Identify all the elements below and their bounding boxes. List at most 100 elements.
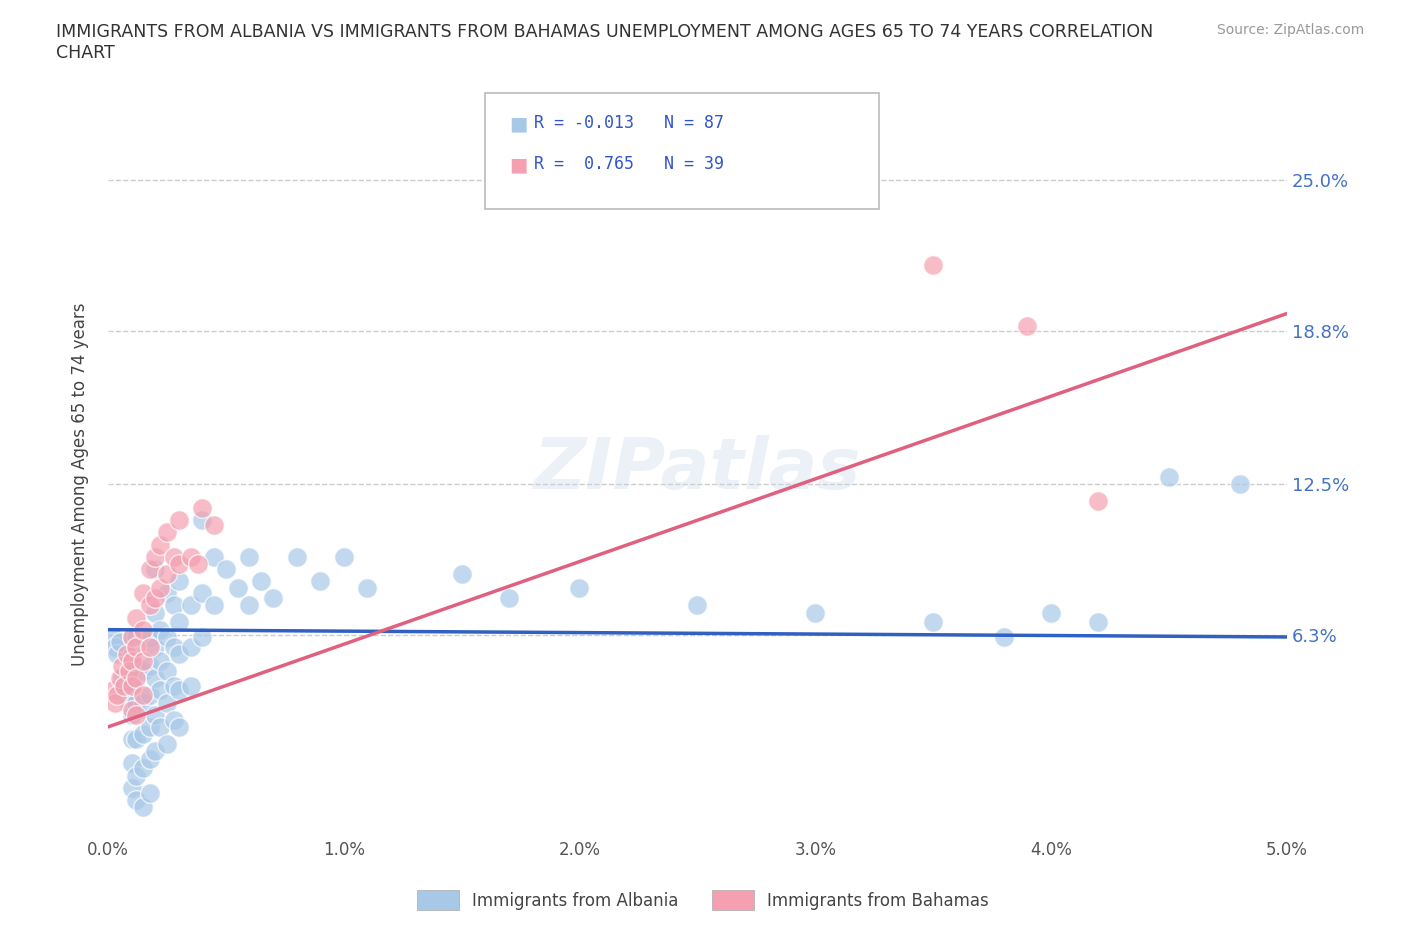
Point [285, 550, 308, 565]
Point [332, 550, 354, 565]
Point [568, 581, 591, 596]
Point [167, 683, 190, 698]
Point [156, 586, 179, 601]
Point [993, 630, 1015, 644]
Point [121, 630, 143, 644]
Point [139, 751, 162, 766]
Point [115, 646, 138, 661]
Point [143, 639, 166, 654]
Point [132, 688, 155, 703]
Point [104, 639, 127, 654]
Point [121, 732, 143, 747]
Point [450, 566, 472, 581]
Text: ■: ■ [509, 114, 527, 133]
Point [167, 646, 190, 661]
Point [202, 598, 225, 613]
Point [101, 630, 124, 644]
Point [143, 708, 166, 723]
Point [202, 550, 225, 565]
Point [262, 591, 284, 605]
Point [108, 671, 131, 685]
Point [163, 550, 186, 565]
Point [356, 581, 378, 596]
Point [139, 688, 162, 703]
Point [179, 639, 201, 654]
Point [114, 678, 136, 693]
Legend: Immigrants from Albania, Immigrants from Bahamas: Immigrants from Albania, Immigrants from… [411, 884, 995, 917]
Point [163, 712, 186, 727]
Point [187, 556, 209, 571]
Point [121, 756, 143, 771]
Point [1039, 605, 1062, 620]
Point [139, 598, 162, 613]
Point [238, 598, 260, 613]
Point [121, 702, 143, 717]
Point [121, 780, 143, 795]
Point [686, 598, 709, 613]
Point [167, 574, 190, 589]
Point [179, 598, 201, 613]
Point [121, 658, 143, 673]
Point [149, 683, 172, 698]
Point [163, 678, 186, 693]
Point [139, 658, 162, 673]
Point [111, 671, 134, 685]
Point [156, 566, 179, 581]
Text: ZIPatlas: ZIPatlas [534, 435, 860, 504]
Point [121, 630, 143, 644]
Point [121, 646, 143, 661]
Point [107, 688, 129, 703]
Point [143, 605, 166, 620]
Point [191, 630, 214, 644]
Point [149, 720, 172, 735]
Point [125, 610, 148, 625]
Point [125, 671, 148, 685]
Point [125, 658, 148, 673]
Point [132, 664, 155, 679]
Point [167, 556, 190, 571]
Point [167, 720, 190, 735]
Point [139, 562, 162, 577]
Point [125, 696, 148, 711]
Point [156, 696, 179, 711]
Point [1017, 318, 1039, 333]
Point [132, 800, 155, 815]
Point [132, 630, 155, 644]
Point [121, 708, 143, 723]
Point [118, 664, 141, 679]
Point [309, 574, 332, 589]
Point [226, 581, 249, 596]
Point [167, 512, 190, 527]
Point [143, 671, 166, 685]
Point [149, 538, 172, 552]
Point [125, 708, 148, 723]
Point [139, 720, 162, 735]
Text: ■: ■ [509, 155, 527, 174]
Point [922, 615, 945, 630]
Point [143, 550, 166, 565]
Text: R =  0.765   N = 39: R = 0.765 N = 39 [534, 155, 724, 173]
Point [132, 726, 155, 741]
Point [125, 768, 148, 783]
Point [191, 500, 214, 515]
Point [804, 605, 827, 620]
Point [191, 512, 214, 527]
Point [132, 586, 155, 601]
Point [1157, 469, 1180, 484]
Point [149, 581, 172, 596]
Text: R = -0.013   N = 87: R = -0.013 N = 87 [534, 114, 724, 132]
Point [156, 525, 179, 539]
Point [139, 785, 162, 800]
Point [132, 654, 155, 669]
Point [132, 622, 155, 637]
Point [156, 737, 179, 751]
Point [179, 550, 201, 565]
Point [498, 591, 520, 605]
Point [121, 678, 143, 693]
Point [132, 761, 155, 776]
Point [250, 574, 273, 589]
Point [139, 630, 162, 644]
Point [104, 696, 127, 711]
Y-axis label: Unemployment Among Ages 65 to 74 years: Unemployment Among Ages 65 to 74 years [72, 302, 89, 666]
Point [107, 646, 129, 661]
